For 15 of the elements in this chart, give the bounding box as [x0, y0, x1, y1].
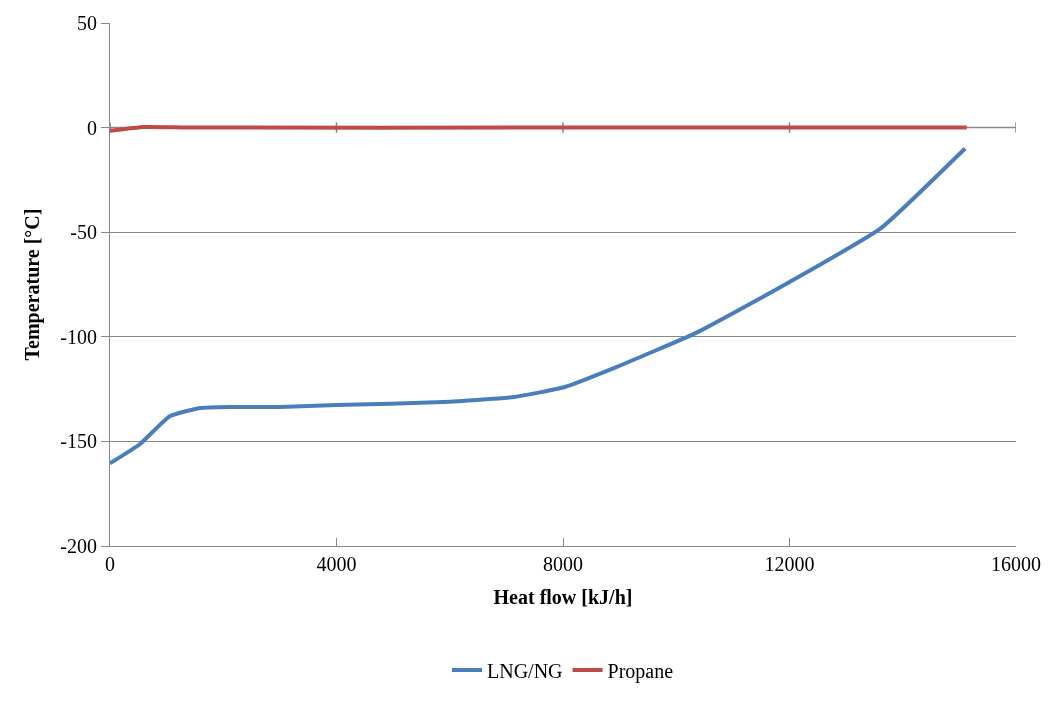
legend-label: LNG/NG	[487, 659, 563, 682]
x-tick-label: 0	[105, 553, 115, 575]
x-axis-title: Heat flow [kJ/h]	[493, 585, 633, 608]
x-tick-label: 16000	[991, 553, 1041, 575]
y-tick-label: -150	[60, 430, 97, 453]
x-tick-label: 4000	[316, 553, 357, 575]
y-tick-label: -200	[60, 535, 97, 557]
y-tick-label: 50	[77, 12, 97, 34]
y-tick-label: -100	[60, 325, 97, 348]
y-tick-label: -50	[70, 221, 97, 244]
legend-label: Propane	[607, 659, 674, 683]
x-tick-label: 12000	[764, 553, 815, 575]
x-tick-label: 8000	[543, 553, 583, 575]
y-axis-title: Temperature [°C]	[20, 208, 44, 361]
y-tick-label: 0	[87, 116, 97, 139]
